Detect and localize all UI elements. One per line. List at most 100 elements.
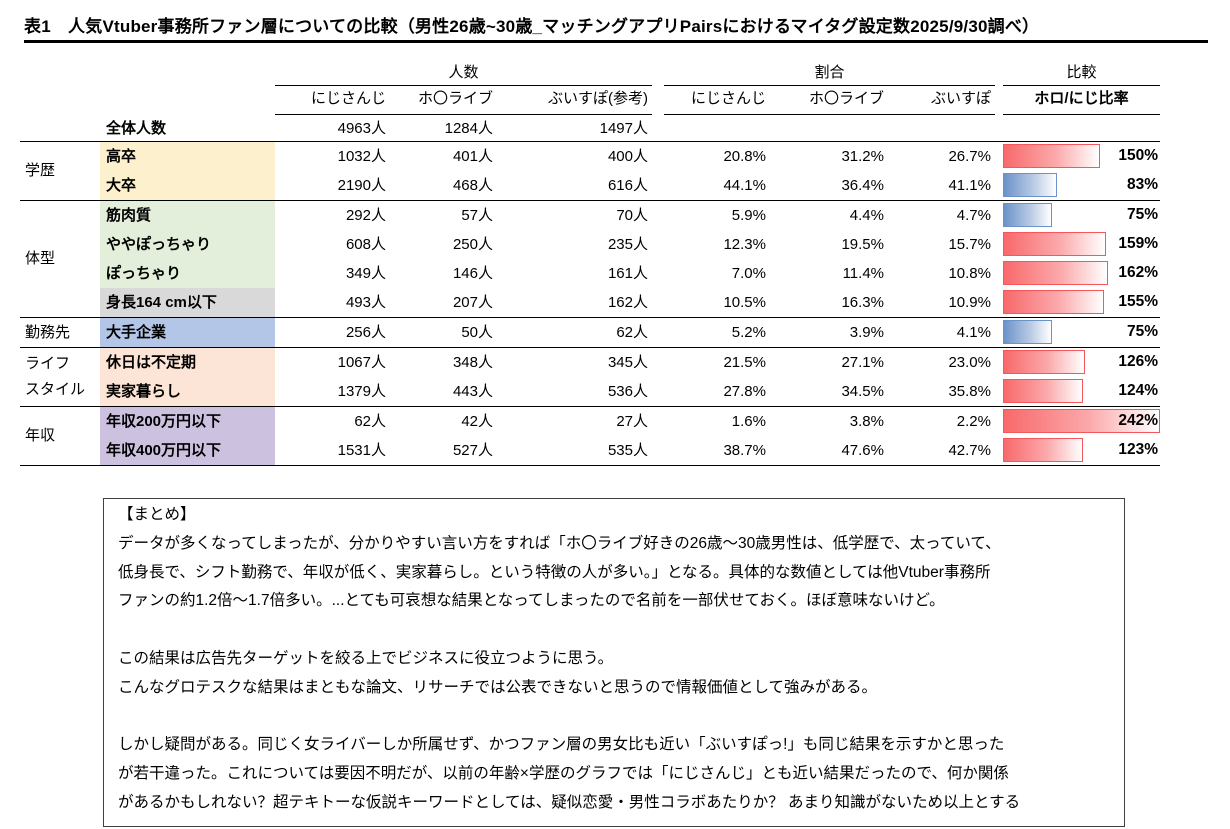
table-group: 年収 年収200万円以下 62人 42人 27人 1.6% 3.8% 2.2% 242% 年収40… [20,406,1160,466]
table-row: 年収200万円以下 62人 42人 27人 1.6% 3.8% 2.2% 242% [100,407,1160,436]
header-ratio-vspo: ぶいすぽ [888,86,995,115]
column-gap [652,407,664,436]
cell-count-hololive: 348人 [452,354,493,371]
column-gap [652,171,664,200]
cell-ratio-hololive: 3.8% [849,413,884,430]
header-count-vspo: ぶいすぽ(参考) [497,86,652,115]
column-gap [652,288,664,317]
cell-count-hololive: 443人 [452,383,493,400]
group-label: 勤務先 [25,323,71,341]
cell-count-vspo: 345人 [607,354,648,371]
cell-count-hololive: 57人 [461,207,493,224]
table-row: 身長164 cm以下 493人 207人 162人 10.5% 16.3% 10.9% 155… [100,288,1160,317]
table-row: 年収400万円以下 1531人 527人 535人 38.7% 47.6% 42.7% 123… [100,436,1160,465]
total-count-nijisanji: 4963人 [337,120,386,137]
ratio-bar [1003,144,1101,168]
bar-value-label: 124% [1118,382,1158,399]
column-gap [652,201,664,230]
table-row: 筋肉質 292人 57人 70人 5.9% 4.4% 4.7% 75% [100,201,1160,230]
cell-count-vspo: 161人 [607,265,648,282]
cell-ratio-hololive: 19.5% [841,236,884,253]
cell-category: ややぽっちゃり [100,230,275,259]
cell-count-vspo: 400人 [607,148,648,165]
bar-value-label: 75% [1126,206,1158,223]
group-rows: 大手企業 256人 50人 62人 5.2% 3.9% 4.1% 75% [100,318,1160,347]
cell-ratio-hololive: 27.1% [841,354,884,371]
cell-count-hololive: 50人 [461,324,493,341]
total-count-hololive: 1284人 [444,120,493,137]
header-count-group: 人数 [275,61,652,86]
table-column-header-row: にじさんじ ホ〇ライブ ぶいすぽ(参考) にじさんじ ホ〇ライブ ぶいすぽ ホロ… [20,86,1160,115]
column-gap [995,436,1003,465]
cell-category: 大卒 [100,171,275,200]
cell-ratio-vspo: 41.1% [948,177,991,194]
cell-ratio-vspo: 35.8% [948,383,991,400]
ratio-bar [1003,173,1057,197]
cell-ratio-vspo: 10.8% [948,265,991,282]
title-underline [24,40,1208,43]
cell-ratio-nijisanji: 5.2% [731,324,766,341]
cell-count-nijisanji: 1067人 [337,354,386,371]
cell-count-vspo: 27人 [616,413,648,430]
column-gap [995,201,1003,230]
cell-ratio-vspo: 23.0% [948,354,991,371]
bar-cell: 162% [1003,259,1160,288]
table-group-header-row: 人数 割合 比較 [20,48,1160,86]
column-gap [652,318,664,347]
cell-category: 大手企業 [100,318,275,347]
cell-ratio-vspo: 10.9% [948,294,991,311]
cell-count-hololive: 401人 [452,148,493,165]
column-gap [652,230,664,259]
cell-ratio-nijisanji: 12.3% [723,236,766,253]
cell-count-nijisanji: 1032人 [337,148,386,165]
cell-category: 筋肉質 [100,201,275,230]
cell-count-hololive: 527人 [452,442,493,459]
cell-ratio-nijisanji: 44.1% [723,177,766,194]
column-gap [995,171,1003,200]
cell-ratio-vspo: 4.7% [956,207,991,224]
cell-ratio-nijisanji: 27.8% [723,383,766,400]
table-title: 表1 人気Vtuber事務所ファン層についての比較（男性26歳~30歳_マッチン… [24,17,1040,36]
cell-category: 年収200万円以下 [100,407,275,436]
table-row: 実家暮らし 1379人 443人 536人 27.8% 34.5% 35.8% 124% [100,377,1160,406]
cell-count-nijisanji: 2190人 [337,177,386,194]
cell-count-nijisanji: 1379人 [337,383,386,400]
cell-ratio-nijisanji: 7.0% [731,265,766,282]
ratio-bar [1003,438,1083,462]
summary-heading: 【まとめ】 [118,506,196,523]
column-gap [995,348,1003,377]
cell-ratio-vspo: 15.7% [948,236,991,253]
table-group: 体型 筋肉質 292人 57人 70人 5.9% 4.4% 4.7% 75% ややぽっちゃり 608… [20,200,1160,317]
ratio-bar [1003,379,1084,403]
cell-category: 実家暮らし [100,377,275,406]
column-gap [995,407,1003,436]
bar-value-label: 75% [1126,323,1158,340]
cell-ratio-nijisanji: 1.6% [731,413,766,430]
column-gap [995,377,1003,406]
cell-count-vspo: 235人 [607,236,648,253]
ratio-bar [1003,350,1085,374]
bar-cell: 155% [1003,288,1160,317]
cell-count-nijisanji: 292人 [345,207,386,224]
cell-count-nijisanji: 349人 [345,265,386,282]
cell-ratio-nijisanji: 10.5% [723,294,766,311]
group-label: ライフ スタイル [25,355,86,398]
column-gap [652,436,664,465]
table-group: ライフ スタイル 休日は不定期 1067人 348人 345人 21.5% 27.1% 23.… [20,347,1160,406]
cell-count-hololive: 146人 [452,265,493,282]
cell-ratio-hololive: 31.2% [841,148,884,165]
cell-ratio-vspo: 42.7% [948,442,991,459]
cell-count-nijisanji: 62人 [354,413,386,430]
ratio-bar [1003,232,1107,256]
group-rows: 筋肉質 292人 57人 70人 5.9% 4.4% 4.7% 75% ややぽっちゃり 608人 2… [100,201,1160,317]
column-gap [652,348,664,377]
bar-cell: 242% [1003,407,1160,436]
table-row: 高卒 1032人 401人 400人 20.8% 31.2% 26.7% 150% [100,142,1160,171]
cell-ratio-nijisanji: 20.8% [723,148,766,165]
cell-count-nijisanji: 608人 [345,236,386,253]
total-count-vspo: 1497人 [599,120,648,137]
summary-paragraph: しかし疑問がある。同じく女ライバーしか所属せず、かつファン層の男女比も近い「ぶい… [118,736,1021,811]
bar-value-label: 150% [1118,147,1158,164]
column-gap [995,288,1003,317]
